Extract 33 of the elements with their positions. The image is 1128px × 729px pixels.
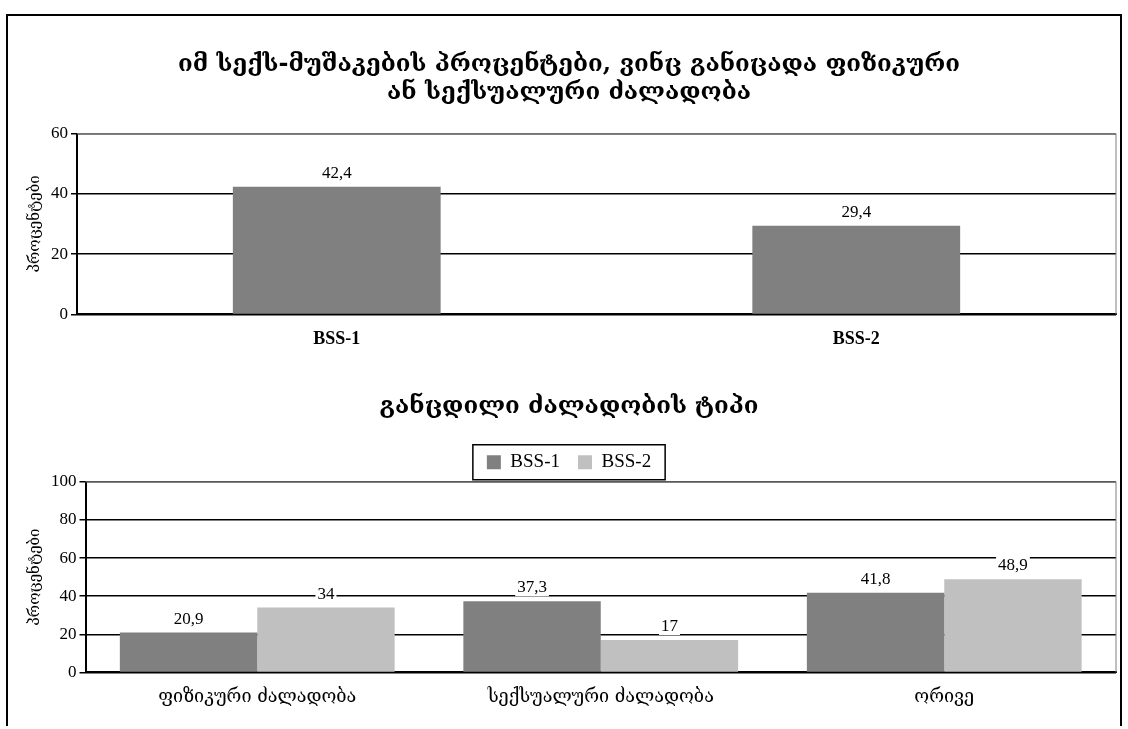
bar [600, 640, 739, 672]
data-label: 34 [317, 583, 335, 603]
y-tick-label: 20 [51, 243, 68, 263]
y-axis-title: პროცენტები [24, 528, 43, 626]
x-tick-label: სექსუალური ძალადობა [486, 684, 714, 706]
data-label: 20,9 [173, 608, 204, 628]
x-tick-label: ფიზიკური ძალადობა [158, 684, 357, 706]
legend-label: BSS-2 [601, 450, 652, 472]
x-tick-label: ორივე [914, 684, 975, 706]
y-tick-label: 20 [59, 623, 77, 643]
bar [257, 607, 395, 672]
y-tick-label: 0 [68, 661, 77, 681]
legend-label: BSS-1 [510, 450, 561, 472]
data-label: 17 [660, 615, 679, 635]
y-tick-label: 60 [59, 547, 77, 567]
bar [806, 592, 945, 672]
bar [944, 579, 1082, 672]
bar [463, 601, 601, 672]
y-tick-label: 100 [51, 471, 77, 491]
y-tick-label: 80 [59, 509, 77, 529]
bar [119, 632, 258, 672]
chart-title: იმ სექს-მუშაკების პროცენტები, ვინც განიცადა ფიზიკური ან სექსუალური ძალადობა [178, 47, 960, 106]
y-tick-label: 60 [51, 123, 68, 143]
data-label: 29,4 [841, 201, 872, 221]
chart-title: განცდილი ძალადობის ტიპი [379, 389, 759, 419]
data-label: 42,4 [321, 162, 353, 182]
data-label: 48,9 [998, 555, 1028, 575]
y-tick-label: 40 [51, 183, 68, 203]
y-axis-title: პროცენტები [24, 175, 43, 273]
data-label: 37,3 [517, 577, 547, 597]
data-label: 41,8 [860, 568, 891, 588]
y-tick-label: 0 [59, 303, 68, 323]
y-tick-label: 40 [59, 585, 77, 605]
